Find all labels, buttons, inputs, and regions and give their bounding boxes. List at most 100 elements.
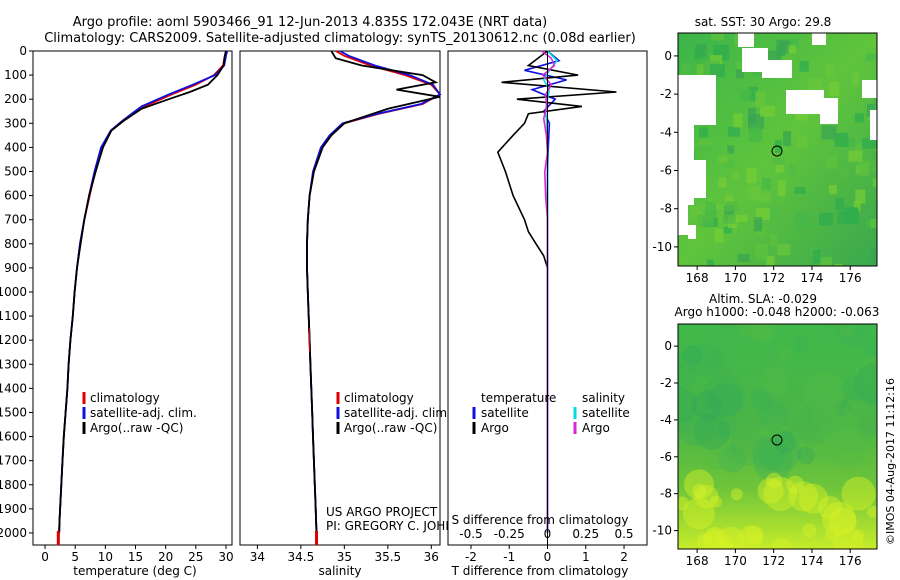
x-tick-label: 34	[250, 550, 265, 564]
salinity-panel: 34 34.5 35 35.5 36 climatology satellite-adj…	[239, 50, 480, 578]
sla-blob	[821, 324, 850, 342]
sla-high-blob	[841, 476, 876, 511]
sst-cell	[825, 63, 835, 78]
sla-high-blob	[822, 501, 857, 536]
y-tick-label: 1700	[0, 454, 27, 468]
x-tick-label: 35.5	[374, 550, 401, 564]
s-diff-tick-label: 0.25	[572, 527, 599, 541]
sla-high-blob	[867, 505, 877, 518]
sst-cell	[717, 156, 728, 163]
sst-cell	[844, 138, 856, 147]
x-tick-label: 35	[337, 550, 352, 564]
sst-cell	[731, 170, 739, 180]
sst-cell	[737, 254, 750, 263]
sst-cell	[873, 94, 877, 109]
lat-tick-label: -8	[660, 487, 672, 501]
sla-map-title-2: Argo h1000: -0.048 h2000: -0.063	[675, 305, 880, 319]
sst-cell	[776, 39, 789, 54]
sla-blob	[750, 388, 772, 411]
sst-cell	[777, 244, 791, 256]
depth-axis-ticks: 0 100 200 300 400 500 600 700 800 900 1000 1100 1200…	[0, 44, 33, 540]
sst-cell	[756, 192, 771, 202]
sst-cell	[875, 186, 877, 200]
imos-timestamp: ©IMOS 04-Aug-2017 11:12:16	[884, 378, 897, 545]
sst-cell	[680, 63, 691, 76]
lat-tick-label: -10	[652, 240, 672, 254]
sla-blob	[839, 324, 856, 337]
sla-blob	[761, 367, 790, 396]
sst-cell	[699, 144, 711, 152]
sla-high-blob	[694, 484, 719, 509]
sla-blob	[678, 386, 697, 423]
sst-cell	[712, 190, 722, 204]
sla-blob	[862, 339, 877, 358]
sla-blob	[772, 346, 791, 365]
legend-t-argo: Argo	[481, 421, 509, 435]
sla-texture	[678, 324, 877, 549]
sla-blob	[752, 437, 787, 471]
sst-cell	[754, 244, 768, 260]
sla-blob	[835, 400, 852, 417]
legend-salinity-title: salinity	[582, 391, 625, 405]
y-tick-label: 1000	[0, 285, 27, 299]
sst-cell	[848, 150, 863, 162]
lon-tick-label: 168	[686, 271, 709, 285]
sla-map-frame	[677, 323, 878, 550]
series-line-argo-raw-qc-	[306, 50, 441, 534]
y-tick-label: 900	[4, 261, 27, 275]
sla-blob	[757, 422, 790, 455]
sst-cell	[861, 72, 870, 85]
lat-tick-label: 0	[664, 49, 672, 63]
sst-cell	[819, 212, 833, 226]
sla-blob	[754, 324, 773, 343]
sla-high-blob	[682, 497, 715, 530]
temperature-axis-ticks: 0 5 10 15 20 25 30	[41, 545, 234, 564]
temperature-plot-frame	[32, 50, 233, 546]
sst-cell	[696, 64, 704, 79]
sst-cell	[767, 205, 778, 222]
sst-cell	[733, 113, 743, 128]
y-tick-label: 1200	[0, 333, 27, 347]
sst-cell	[724, 189, 733, 202]
sla-blob	[854, 357, 877, 394]
sla-blob	[715, 324, 752, 349]
lon-tick-label: 170	[724, 271, 747, 285]
sla-high-blob	[719, 537, 734, 549]
lon-tick-label: 172	[762, 554, 785, 568]
sla-blob	[793, 336, 810, 352]
x-tick-label: 2	[620, 550, 628, 564]
sst-cell	[762, 178, 771, 189]
sla-high-blob	[763, 476, 798, 511]
lat-tick-label: -6	[660, 164, 672, 178]
credits-line-2: PI: GREGORY C. JOHNSON	[326, 519, 480, 533]
credits-line-1: US ARGO PROJECT	[326, 505, 438, 519]
sst-cell	[821, 125, 837, 140]
sla-high-blob	[745, 525, 764, 544]
sst-cell	[788, 165, 797, 176]
sst-cell	[736, 69, 745, 79]
sst-cell	[739, 176, 747, 190]
lon-tick-label: 172	[762, 271, 785, 285]
sst-cell	[769, 234, 778, 246]
lon-tick-label: 174	[800, 271, 823, 285]
sla-blob	[718, 420, 737, 439]
x-tick-label: -1	[503, 550, 515, 564]
y-tick-label: 600	[4, 189, 27, 203]
sla-blob	[803, 371, 846, 414]
y-tick-label: 100	[4, 68, 27, 82]
sst-cell	[857, 162, 870, 177]
y-tick-label: 1900	[0, 502, 27, 516]
sst-cell	[710, 55, 723, 66]
sst-cell	[718, 177, 727, 188]
sst-map-ticks: 168 170 172 174 176 0 -2 -4 -6 -8 -10	[652, 49, 861, 285]
sla-high-blob	[852, 529, 865, 542]
sla-blob	[828, 429, 867, 468]
sla-blob	[758, 345, 781, 368]
s-difference-label: S difference from climatology	[452, 513, 629, 527]
sst-cell	[854, 113, 864, 123]
sst-cell	[862, 137, 877, 149]
sst-cell	[756, 226, 765, 237]
salinity-xlabel: salinity	[318, 564, 361, 578]
sst-cell	[808, 78, 823, 93]
